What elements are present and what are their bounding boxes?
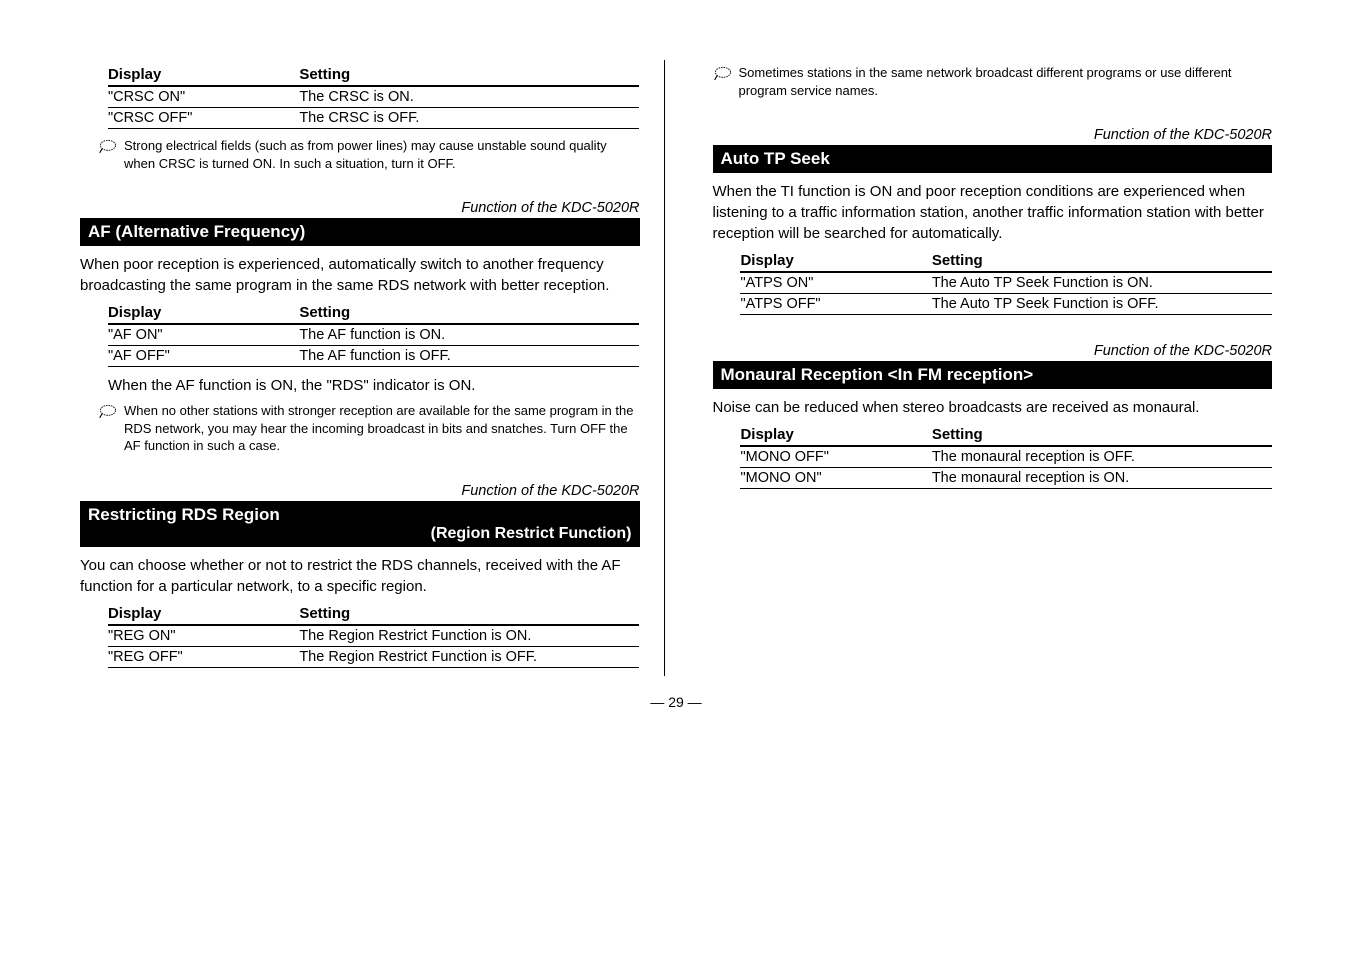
table-row: "ATPS ON" The Auto TP Seek Function is O… [740, 272, 1272, 294]
note-text: Sometimes stations in the same network b… [739, 64, 1273, 99]
table-row: "MONO OFF" The monaural reception is OFF… [740, 446, 1272, 468]
col-header-setting: Setting [932, 250, 1272, 272]
col-header-display: Display [108, 302, 299, 324]
mono-table: Display Setting "MONO OFF" The monaural … [740, 424, 1272, 489]
reg-table: Display Setting "REG ON" The Region Rest… [108, 603, 640, 668]
setting-cell: The CRSC is ON. [299, 86, 639, 108]
setting-cell: The AF function is OFF. [299, 346, 639, 367]
page-columns: Display Setting "CRSC ON" The CRSC is ON… [80, 60, 1272, 676]
display-cell: "ATPS OFF" [740, 294, 931, 315]
col-header-display: Display [108, 603, 299, 625]
table-row: "MONO ON" The monaural reception is ON. [740, 468, 1272, 489]
setting-cell: The Region Restrict Function is OFF. [299, 646, 639, 667]
model-label: Function of the KDC-5020R [713, 343, 1273, 359]
right-column: Sometimes stations in the same network b… [713, 60, 1273, 676]
col-header-setting: Setting [932, 424, 1272, 446]
af-post: When the AF function is ON, the "RDS" in… [108, 375, 640, 396]
table-row: "REG ON" The Region Restrict Function is… [108, 625, 640, 647]
display-cell: "AF OFF" [108, 346, 299, 367]
atps-table: Display Setting "ATPS ON" The Auto TP Se… [740, 250, 1272, 315]
page-number: — 29 — [80, 694, 1272, 710]
note-icon [713, 66, 733, 99]
col-header-display: Display [740, 424, 931, 446]
reg-note: Sometimes stations in the same network b… [713, 64, 1273, 99]
note-text: When no other stations with stronger rec… [124, 402, 640, 455]
table-row: "CRSC ON" The CRSC is ON. [108, 86, 640, 108]
display-cell: "REG OFF" [108, 646, 299, 667]
display-cell: "CRSC OFF" [108, 108, 299, 129]
af-note: When no other stations with stronger rec… [98, 402, 640, 455]
reg-intro: You can choose whether or not to restric… [80, 555, 640, 597]
table-row: "AF OFF" The AF function is OFF. [108, 346, 640, 367]
note-icon [98, 139, 118, 172]
setting-cell: The monaural reception is ON. [932, 468, 1272, 489]
display-cell: "REG ON" [108, 625, 299, 647]
table-row: "ATPS OFF" The Auto TP Seek Function is … [740, 294, 1272, 315]
crsc-table: Display Setting "CRSC ON" The CRSC is ON… [108, 64, 640, 129]
table-row: "CRSC OFF" The CRSC is OFF. [108, 108, 640, 129]
table-row: "AF ON" The AF function is ON. [108, 324, 640, 346]
model-label: Function of the KDC-5020R [80, 200, 640, 216]
af-table: Display Setting "AF ON" The AF function … [108, 302, 640, 367]
atps-intro: When the TI function is ON and poor rece… [713, 181, 1273, 244]
display-cell: "MONO OFF" [740, 446, 931, 468]
setting-cell: The CRSC is OFF. [299, 108, 639, 129]
display-cell: "MONO ON" [740, 468, 931, 489]
table-row: "REG OFF" The Region Restrict Function i… [108, 646, 640, 667]
mono-header: Monaural Reception <In FM reception> [713, 361, 1273, 389]
model-label: Function of the KDC-5020R [713, 127, 1273, 143]
atps-header: Auto TP Seek [713, 145, 1273, 173]
col-header-display: Display [108, 64, 299, 86]
note-text: Strong electrical fields (such as from p… [124, 137, 640, 172]
setting-cell: The Auto TP Seek Function is OFF. [932, 294, 1272, 315]
mono-intro: Noise can be reduced when stereo broadca… [713, 397, 1273, 418]
setting-cell: The Region Restrict Function is ON. [299, 625, 639, 647]
note-icon [98, 404, 118, 455]
display-cell: "ATPS ON" [740, 272, 931, 294]
setting-cell: The AF function is ON. [299, 324, 639, 346]
reg-title-1: Restricting RDS Region [88, 505, 280, 524]
af-header: AF (Alternative Frequency) [80, 218, 640, 246]
af-intro: When poor reception is experienced, auto… [80, 254, 640, 296]
col-header-setting: Setting [299, 64, 639, 86]
display-cell: "AF ON" [108, 324, 299, 346]
left-column: Display Setting "CRSC ON" The CRSC is ON… [80, 60, 665, 676]
model-label: Function of the KDC-5020R [80, 483, 640, 499]
col-header-setting: Setting [299, 302, 639, 324]
reg-header: Restricting RDS Region (Region Restrict … [80, 501, 640, 547]
col-header-setting: Setting [299, 603, 639, 625]
col-header-display: Display [740, 250, 931, 272]
setting-cell: The monaural reception is OFF. [932, 446, 1272, 468]
display-cell: "CRSC ON" [108, 86, 299, 108]
reg-title-2: (Region Restrict Function) [88, 525, 632, 543]
setting-cell: The Auto TP Seek Function is ON. [932, 272, 1272, 294]
crsc-note: Strong electrical fields (such as from p… [98, 137, 640, 172]
